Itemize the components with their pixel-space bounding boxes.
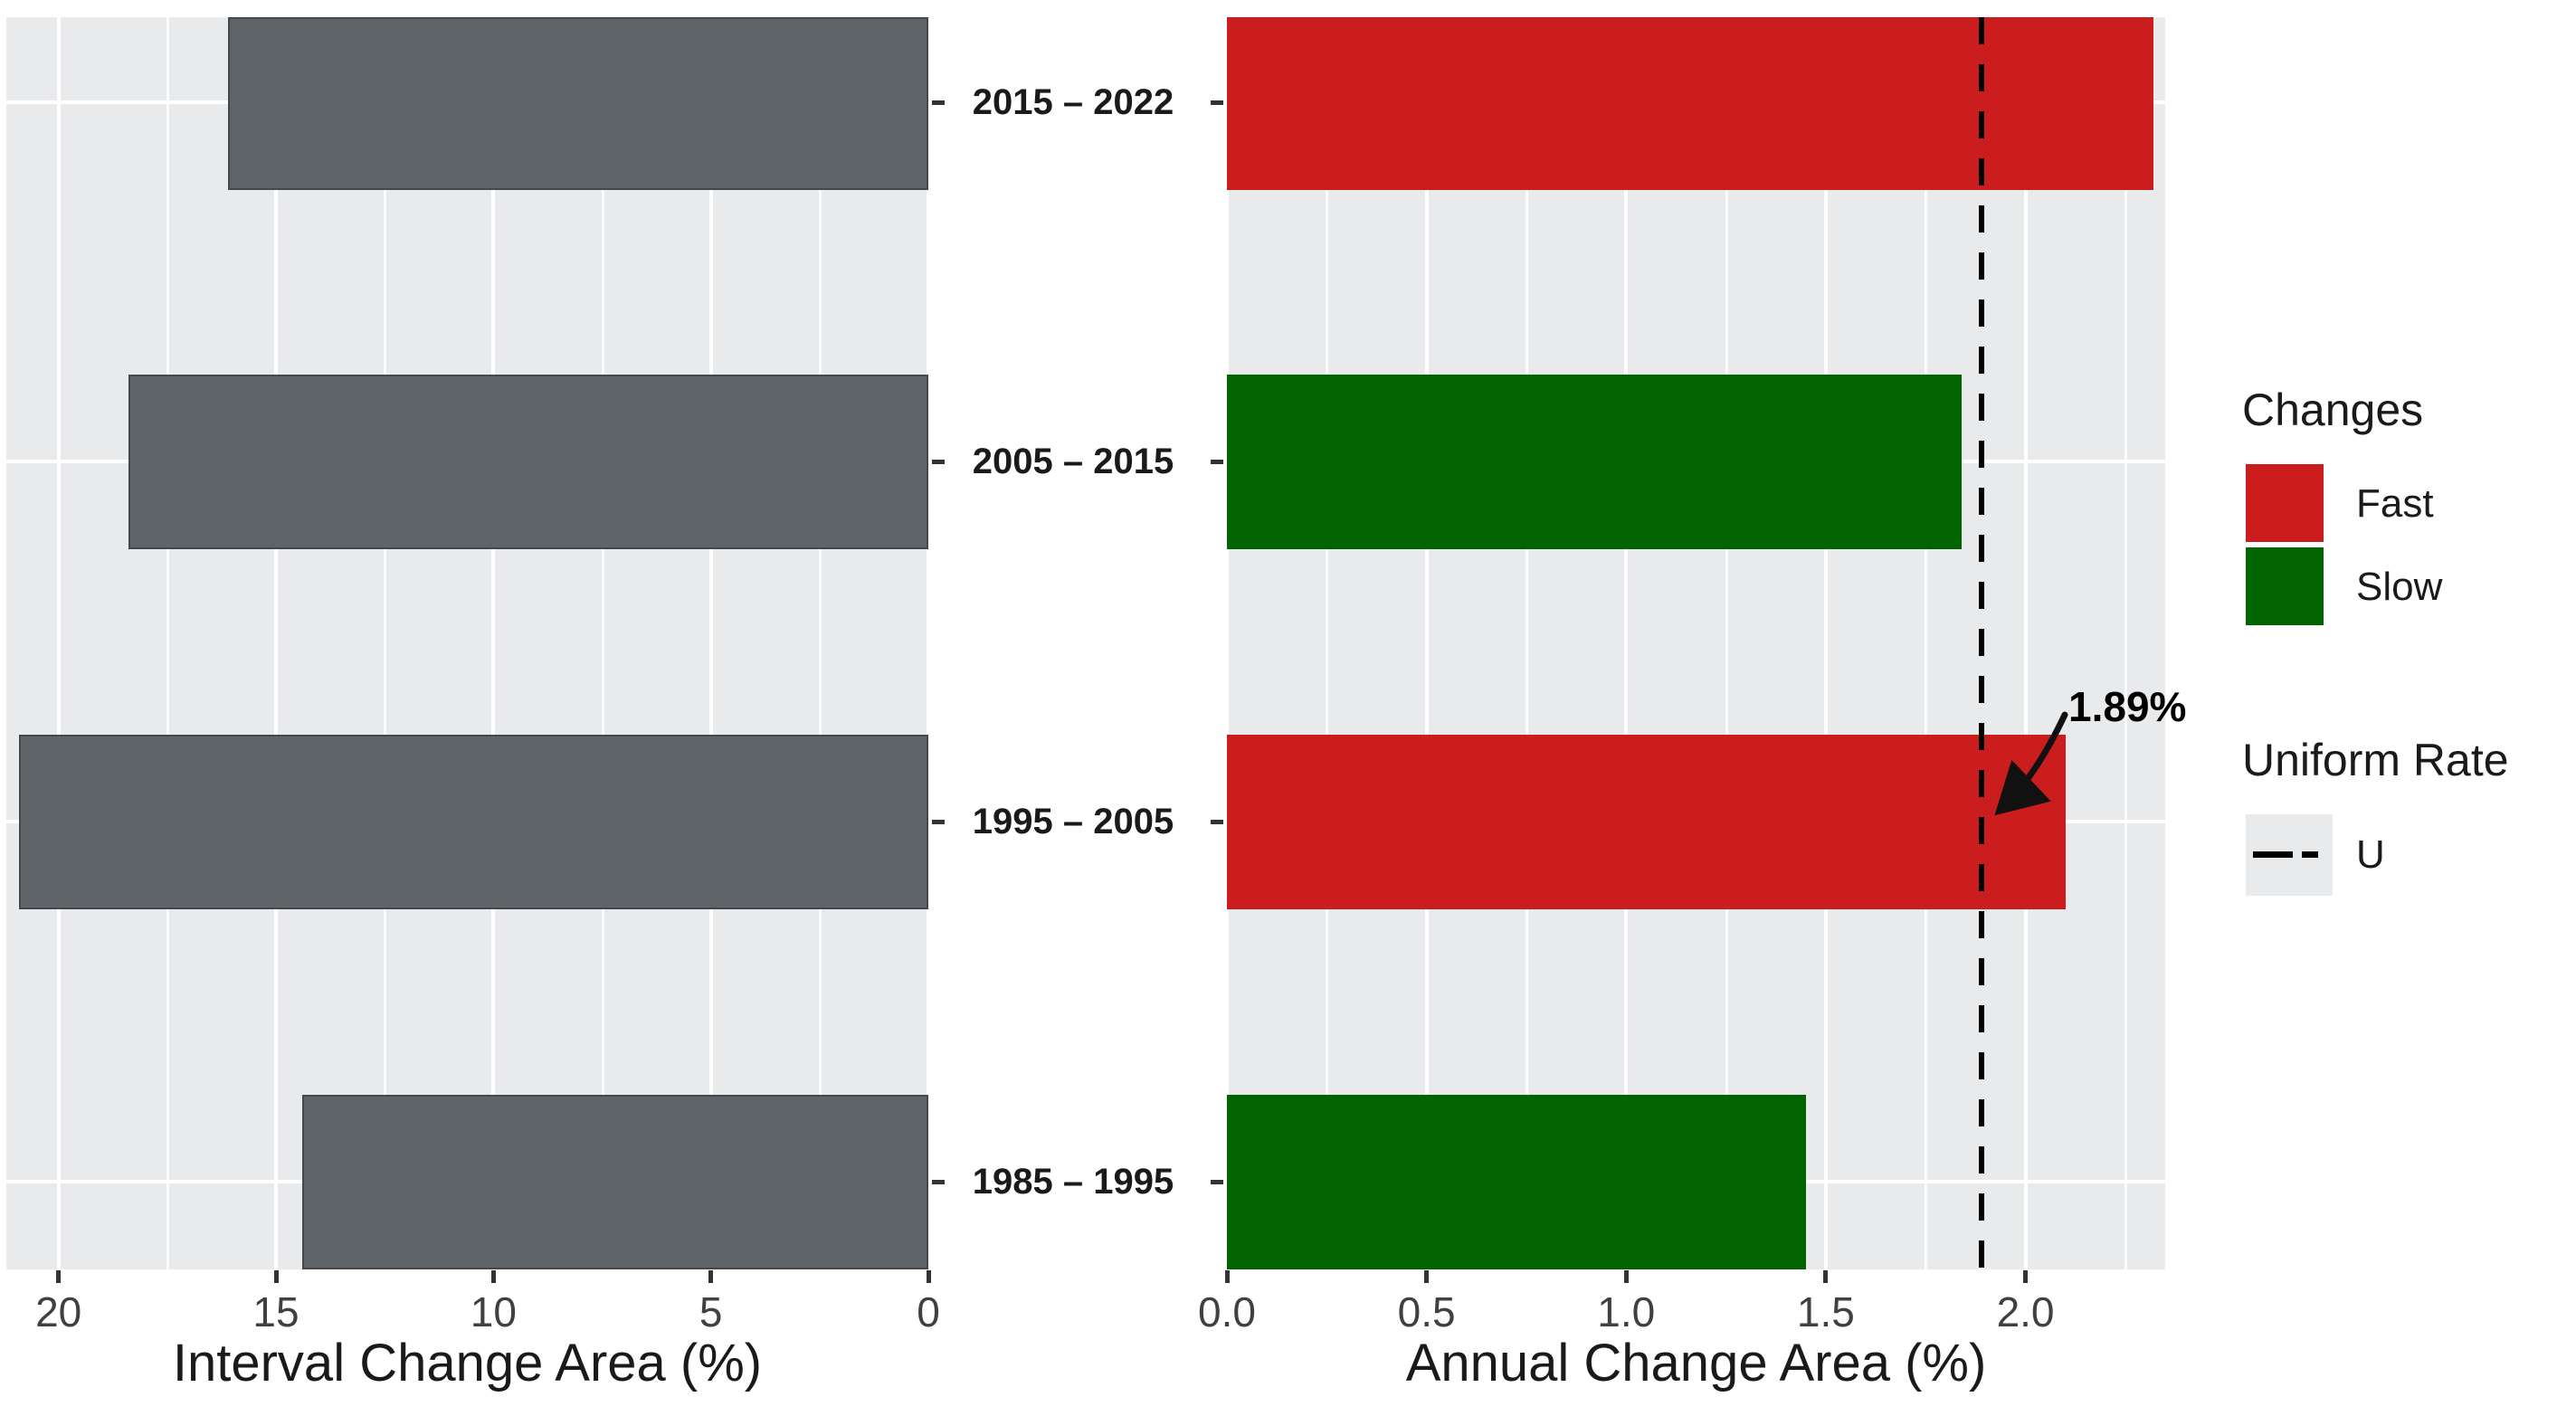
legend-uniform-rate-title: Uniform Rate xyxy=(2242,735,2509,785)
category-tick-left-panel xyxy=(932,459,945,464)
minor-gridline xyxy=(166,17,169,1269)
x-axis-tick xyxy=(490,1270,496,1283)
major-gridline xyxy=(274,17,278,1269)
legend-swatch-slow xyxy=(2246,547,2324,625)
x-axis-tick xyxy=(1623,1270,1629,1283)
legend-changes-title: Changes xyxy=(2242,385,2424,435)
legend-swatch-fast xyxy=(2246,464,2324,542)
dashed-line-key-icon xyxy=(2246,814,2333,896)
category-tick-right-panel xyxy=(1211,819,1223,824)
category-tick-left-panel xyxy=(932,100,945,105)
x-axis-tick xyxy=(2023,1270,2029,1283)
legend-label-fast: Fast xyxy=(2356,481,2434,526)
bar-2005 – 2015-slow xyxy=(1227,374,1962,549)
minor-gridline xyxy=(1525,17,1528,1269)
x-axis-tick xyxy=(273,1270,279,1283)
category-label: 1995 – 2005 xyxy=(972,802,1174,841)
bar-1985 – 1995-slow xyxy=(1227,1094,1806,1269)
category-label: 2005 – 2015 xyxy=(972,442,1174,481)
bar-1995 – 2005-fast xyxy=(1227,734,2066,909)
x-axis-tick-label: 1.5 xyxy=(1796,1288,1855,1335)
legend-label-slow: Slow xyxy=(2356,565,2443,609)
major-gridline xyxy=(1225,17,1229,1269)
right-axis-title: Annual Change Area (%) xyxy=(1405,1334,1987,1392)
x-axis-tick-label: 0 xyxy=(917,1288,940,1335)
bar-2005 – 2015 xyxy=(128,374,928,549)
category-tick-right-panel xyxy=(1211,459,1223,464)
major-gridline xyxy=(1823,17,1828,1269)
x-axis-tick xyxy=(1424,1270,1430,1283)
x-axis-tick-label: 0.5 xyxy=(1397,1288,1456,1335)
minor-gridline xyxy=(818,17,822,1269)
x-axis-tick-label: 10 xyxy=(470,1288,517,1335)
uniform-rate-value-annotation: 1.89% xyxy=(2068,683,2187,730)
bar-2015 – 2022-fast xyxy=(1227,17,2153,190)
minor-gridline xyxy=(1326,17,1329,1269)
major-gridline xyxy=(491,17,496,1269)
bar-2015 – 2022 xyxy=(228,17,928,190)
right-plot-panel xyxy=(1227,17,2165,1269)
x-axis-tick xyxy=(926,1270,931,1283)
major-gridline xyxy=(1624,17,1629,1269)
x-axis-tick-label: 2.0 xyxy=(1996,1288,2055,1335)
x-axis-tick-label: 15 xyxy=(252,1288,299,1335)
legend-label-u: U xyxy=(2356,832,2385,877)
category-tick-right-panel xyxy=(1211,100,1223,105)
category-label: 1985 – 1995 xyxy=(972,1162,1174,1202)
major-gridline xyxy=(1424,17,1429,1269)
x-axis-tick-label: 20 xyxy=(35,1288,82,1335)
category-label: 2015 – 2022 xyxy=(972,82,1174,122)
left-axis-title: Interval Change Area (%) xyxy=(172,1334,763,1392)
bar-1985 – 1995 xyxy=(301,1094,928,1269)
left-plot-panel xyxy=(6,17,928,1269)
minor-gridline xyxy=(1925,17,1928,1269)
minor-gridline xyxy=(2124,17,2127,1269)
x-axis-tick-label: 1.0 xyxy=(1597,1288,1656,1335)
category-tick-right-panel xyxy=(1211,1179,1223,1184)
x-axis-tick xyxy=(1823,1270,1829,1283)
x-axis-tick-label: 5 xyxy=(699,1288,723,1335)
minor-gridline xyxy=(384,17,387,1269)
major-gridline xyxy=(927,17,930,1269)
major-gridline xyxy=(56,17,61,1269)
bar-1995 – 2005 xyxy=(19,734,928,909)
x-axis-tick xyxy=(56,1270,62,1283)
category-tick-left-panel xyxy=(932,819,945,824)
major-gridline xyxy=(2023,17,2028,1269)
minor-gridline xyxy=(601,17,604,1269)
x-axis-tick-label: 0.0 xyxy=(1198,1288,1256,1335)
x-axis-tick xyxy=(708,1270,714,1283)
major-gridline xyxy=(708,17,713,1269)
category-tick-left-panel xyxy=(932,1179,945,1184)
uniform-rate-dashed-line xyxy=(1979,17,1984,1269)
minor-gridline xyxy=(1725,17,1728,1269)
x-axis-tick xyxy=(1224,1270,1230,1283)
